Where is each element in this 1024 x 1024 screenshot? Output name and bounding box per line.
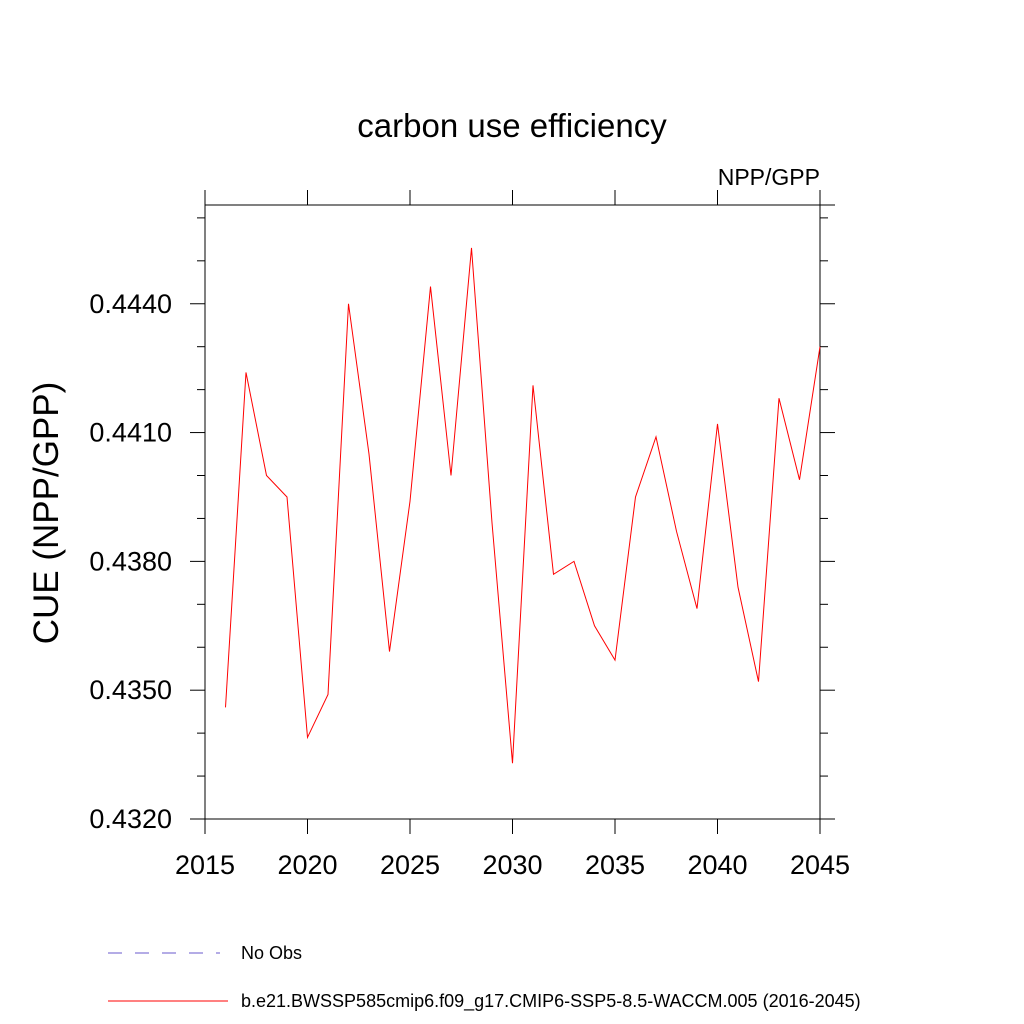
x-tick-label: 2025 <box>380 850 440 880</box>
legend-label-model: b.e21.BWSSP585cmip6.f09_g17.CMIP6-SSP5-8… <box>241 991 861 1012</box>
chart-title: carbon use efficiency <box>357 107 667 144</box>
series-layer <box>225 247 821 764</box>
legend: No Obs b.e21.BWSSP585cmip6.f09_g17.CMIP6… <box>108 943 861 1012</box>
x-tick-label: 2045 <box>790 850 850 880</box>
y-axis-label: CUE (NPP/GPP) <box>27 382 66 645</box>
x-tick-label: 2040 <box>687 850 747 880</box>
x-tick-label: 2015 <box>175 850 235 880</box>
y-tick-label: 0.4380 <box>89 546 172 576</box>
x-tick-label: 2030 <box>482 850 542 880</box>
y-tick-label: 0.4410 <box>89 418 172 448</box>
plot-frame <box>204 204 821 820</box>
series-line-1 <box>225 247 821 764</box>
legend-label-no-obs: No Obs <box>241 943 302 963</box>
x-tick-label: 2035 <box>585 850 645 880</box>
y-tick-label: 0.4350 <box>89 675 172 705</box>
chart-subtitle: NPP/GPP <box>718 164 820 190</box>
y-tick-label: 0.4440 <box>89 289 172 319</box>
y-tick-label: 0.4320 <box>89 804 172 834</box>
x-tick-label: 2020 <box>277 850 337 880</box>
x-axis-ticks: 2015 2020 2025 2030 2035 2040 2045 <box>175 190 850 880</box>
y-axis-ticks: 0.4320 0.4350 0.4380 0.4410 0.4440 <box>89 217 835 834</box>
